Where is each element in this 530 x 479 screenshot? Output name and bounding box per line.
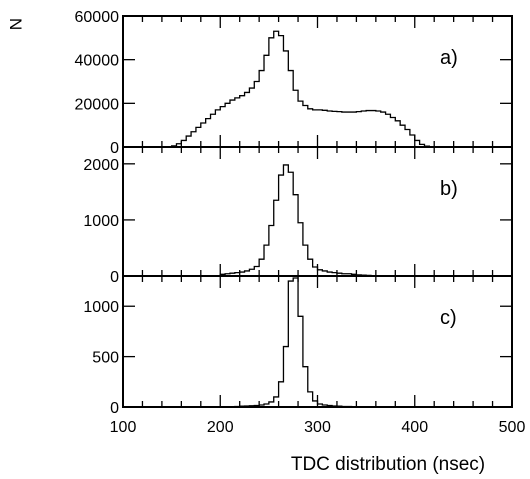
x-tick-label: 100 — [110, 419, 137, 436]
x-tick-label: 300 — [304, 419, 331, 436]
panel-1: 0 20000 40000 60000 a) — [75, 9, 513, 157]
panel-frame — [122, 15, 513, 148]
panel-2: 0 1000 2000 b) — [83, 146, 513, 286]
x-axis-label: TDC distribution (nsec) — [291, 454, 485, 475]
y-tick-label: 60000 — [75, 9, 120, 26]
panel-frame — [122, 275, 513, 408]
y-tick-label: 40000 — [75, 53, 120, 70]
panel-label: b) — [440, 178, 458, 200]
histogram-series — [234, 277, 358, 408]
x-tick-label: 200 — [207, 419, 234, 436]
panel-3: 0 500 1000 c) 100 200 300 400 500 — [83, 275, 526, 436]
y-tick-label: 0 — [110, 400, 119, 417]
x-tick-label: 400 — [401, 419, 428, 436]
histogram-series — [219, 164, 377, 277]
y-tick-label: 20000 — [75, 96, 120, 113]
y-tick-label: 2000 — [83, 157, 119, 174]
y-axis-label: N — [6, 18, 25, 30]
y-tick-label: 1000 — [83, 299, 119, 316]
y-tick-label: 500 — [92, 350, 119, 367]
panels-group: 0 20000 40000 60000 a) 0 1000 2000 b) 0 500 1000 c) 1… — [75, 9, 526, 436]
y-tick-label: 0 — [110, 269, 119, 286]
panel-label: c) — [440, 307, 457, 329]
panel-frame — [122, 146, 513, 277]
histogram-series — [170, 30, 435, 148]
y-tick-label: 0 — [110, 140, 119, 157]
y-tick-label: 1000 — [83, 213, 119, 230]
x-tick-label: 500 — [499, 419, 526, 436]
panel-label: a) — [440, 47, 458, 69]
